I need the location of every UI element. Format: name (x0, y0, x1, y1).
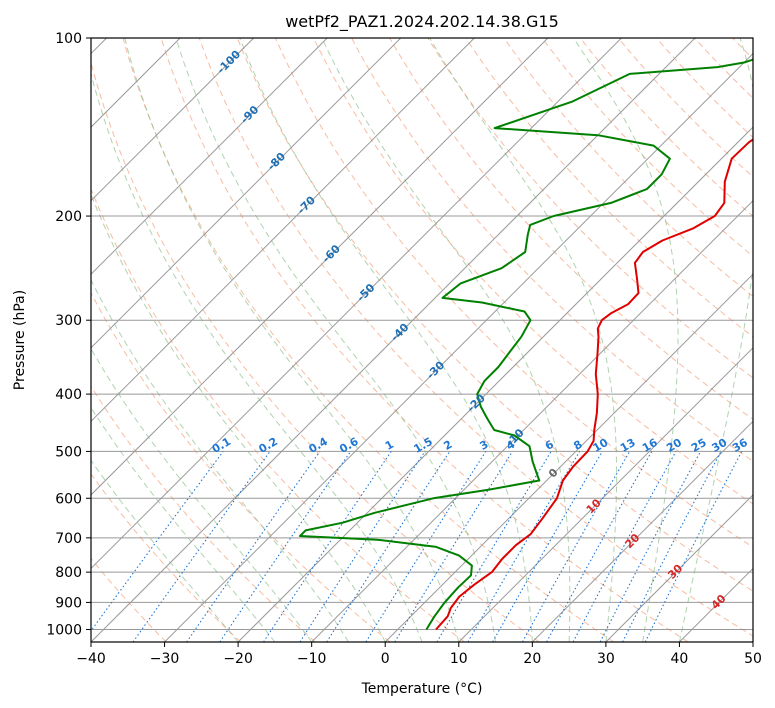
dry-adiabat-line (465, 38, 753, 338)
x-tick-label: −30 (150, 651, 180, 667)
dry-adiabat-line (389, 38, 753, 420)
moist-adiabat-line (91, 459, 239, 642)
dry-adiabat-line (122, 38, 614, 642)
moist-adiabat-line (239, 38, 533, 642)
isotherm-line (91, 38, 255, 202)
mixing-ratio-line (522, 451, 631, 642)
y-tick-label: 100 (55, 31, 82, 47)
isotherm-line (91, 38, 549, 496)
moist-adiabat-line (91, 278, 349, 642)
dry-adiabat-line (160, 38, 689, 642)
isotherm-line (91, 38, 402, 349)
dry-adiabat-line (313, 38, 753, 505)
dry-adiabat-line (91, 60, 540, 642)
x-tick-label: 0 (381, 651, 390, 667)
mixing-ratio-line (263, 451, 392, 642)
x-tick-label: 40 (671, 651, 689, 667)
moist-adiabat-line (91, 193, 386, 642)
mixing-ratio-line (394, 451, 513, 642)
isotherm-line (531, 420, 753, 642)
x-tick-label: −10 (297, 651, 327, 667)
dry-adiabat-line (274, 38, 753, 548)
moist-adiabat-line (91, 406, 276, 642)
dry-adiabat-line (503, 38, 753, 298)
x-tick-label: 50 (744, 651, 762, 667)
x-tick-label: 30 (597, 651, 615, 667)
dewpoint-profile-line (299, 58, 753, 631)
x-tick-label: −40 (76, 651, 106, 667)
isotherm-line (91, 38, 696, 642)
isotherm-line (237, 126, 753, 642)
moist-adiabat-line (321, 38, 571, 642)
mixing-ratio-line (326, 451, 451, 642)
dry-adiabat-line (91, 291, 391, 642)
isotherm-line (605, 494, 753, 642)
y-tick-label: 700 (55, 531, 82, 547)
mixing-ratio-line (572, 451, 677, 642)
y-tick-label: 400 (55, 387, 82, 403)
x-tick-label: 20 (523, 651, 541, 667)
mixing-ratio-line (186, 451, 321, 642)
moist-adiabat-line (429, 38, 618, 642)
moist-adiabat-line (175, 38, 497, 642)
y-tick-label: 500 (55, 444, 82, 460)
y-axis-ticks: 100 200 300 400 500 600 700 800 900 1000 (46, 31, 91, 638)
x-axis-label: Temperature (°C) (361, 681, 483, 697)
x-tick-label: 10 (450, 651, 468, 667)
dry-adiabat-line (91, 187, 465, 642)
mixing-ratio-line (546, 451, 653, 642)
y-tick-label: 1000 (46, 622, 82, 638)
y-tick-label: 200 (55, 209, 82, 225)
y-tick-label: 600 (55, 491, 82, 507)
isotherm-line (91, 38, 475, 423)
isotherm-line (384, 273, 753, 642)
chart-title: wetPf2_PAZ1.2024.202.14.38.G15 (285, 12, 559, 32)
isotherm-line (91, 38, 328, 275)
isotherm-line (91, 38, 622, 570)
mixing-ratio-line (219, 451, 352, 642)
isotherm-line (164, 52, 753, 642)
isotherm-line (458, 347, 753, 642)
dry-adiabat-line (427, 38, 753, 379)
dry-adiabat-line (236, 38, 753, 592)
dry-adiabat-line (91, 473, 242, 642)
y-axis-label: Pressure (hPa) (12, 290, 28, 390)
mixing-ratio-line (644, 451, 743, 642)
mixing-ratio-line (299, 451, 426, 642)
mixing-ratio-line (91, 451, 224, 632)
data-series (299, 58, 753, 631)
x-tick-label: −20 (223, 651, 253, 667)
plot-frame (90, 37, 754, 643)
y-tick-label: 300 (55, 313, 82, 329)
dry-adiabat-line (351, 38, 753, 462)
y-tick-label: 900 (55, 595, 82, 611)
y-tick-label: 800 (55, 565, 82, 581)
moist-adiabat-line (91, 71, 423, 642)
x-axis-ticks: −40 −30 −20 −10 0 10 20 30 40 50 (76, 642, 762, 667)
isotherm-line (311, 199, 753, 642)
dry-adiabat-line (91, 385, 316, 642)
moist-adiabat-line (573, 38, 679, 642)
temperature-profile-line (435, 138, 753, 631)
mixing-ratio-line (132, 451, 271, 642)
moist-adiabat-line (678, 38, 753, 642)
